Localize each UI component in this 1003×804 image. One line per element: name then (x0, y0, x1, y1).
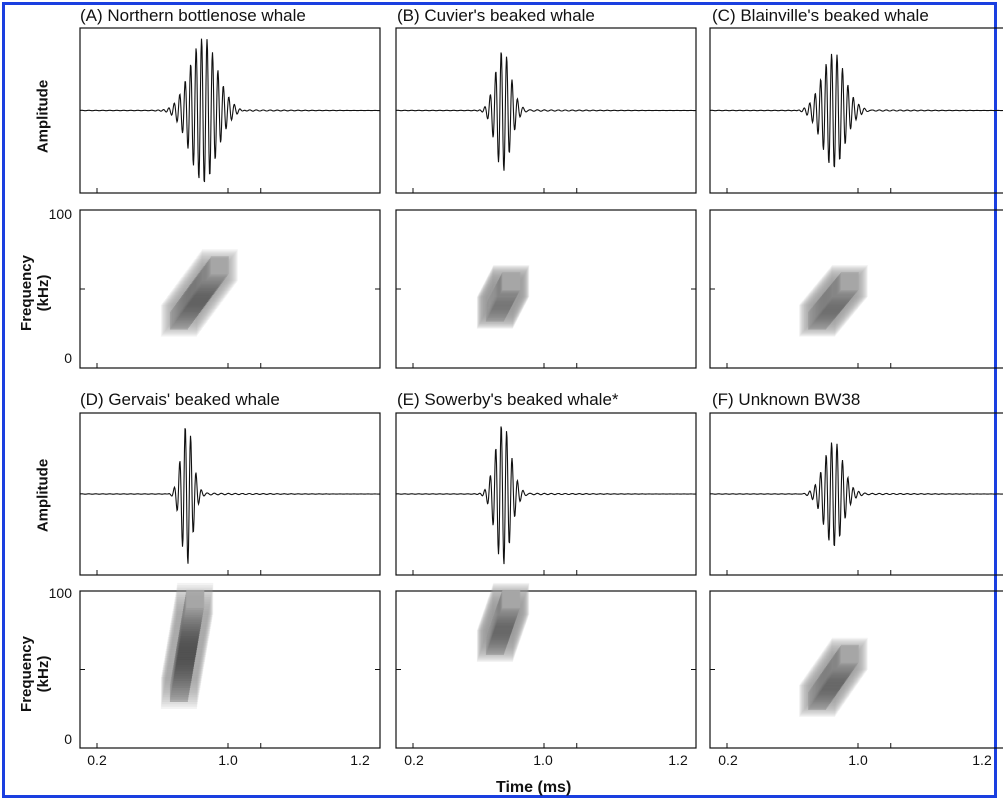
waveform-trace-d (79, 428, 380, 564)
spectrogram-halo-d (177, 582, 214, 615)
xtick-c-0.2: 0.2 (718, 752, 738, 768)
xtick-a-1.0: 1.0 (218, 752, 238, 768)
spectrogram-halo-e (493, 582, 530, 615)
ytick-100-top: 100 (48, 206, 72, 222)
ytick-0-top: 0 (64, 350, 72, 366)
spectrogram-cell-e (502, 589, 521, 608)
x-axis-label: Time (ms) (496, 779, 572, 796)
waveform-trace-b (395, 52, 696, 171)
waveform-trace-a (79, 38, 381, 183)
spectrogram-frame-b (395, 209, 697, 369)
spectrogram-halo-a (201, 249, 238, 282)
xtick-b-1.0: 1.0 (533, 752, 553, 768)
spectrogram-halo-b (493, 265, 530, 298)
waveform-trace-e (395, 426, 696, 565)
panel-title-b: (B) Cuvier's beaked whale (397, 6, 595, 25)
xtick-c-1.2: 1.2 (972, 752, 992, 768)
panel-title-e: (E) Sowerby's beaked whale* (397, 390, 619, 409)
ytick-0-bottom: 0 (64, 731, 72, 747)
xtick-b-1.2: 1.2 (668, 752, 688, 768)
spectrogram-frame-e (395, 590, 697, 749)
panel-title-a: (A) Northern bottlenose whale (80, 6, 306, 25)
waveform-trace-f (709, 442, 1003, 547)
spectrogram-frame-d (79, 590, 381, 749)
panel-title-d: (D) Gervais' beaked whale (80, 390, 280, 409)
spectrogram-halo-f (831, 637, 868, 670)
spectrogram-cell-b (502, 272, 521, 291)
waveform-trace-c (709, 53, 1003, 168)
ytick-100-bottom: 100 (48, 585, 72, 601)
spectrogram-cell-a (210, 256, 229, 275)
xtick-a-0.2: 0.2 (87, 752, 107, 768)
xtick-b-0.2: 0.2 (404, 752, 424, 768)
spectrogram-cell-c (840, 272, 859, 291)
panel-title-f: (F) Unknown BW38 (712, 390, 861, 409)
panel-title-c: (C) Blainville's beaked whale (712, 6, 929, 25)
spectrogram-cell-f (840, 644, 859, 663)
spectrogram-cell-d (186, 589, 205, 608)
xtick-a-1.2: 1.2 (350, 752, 370, 768)
xtick-c-1.0: 1.0 (848, 752, 868, 768)
spectrogram-halo-c (831, 265, 868, 298)
